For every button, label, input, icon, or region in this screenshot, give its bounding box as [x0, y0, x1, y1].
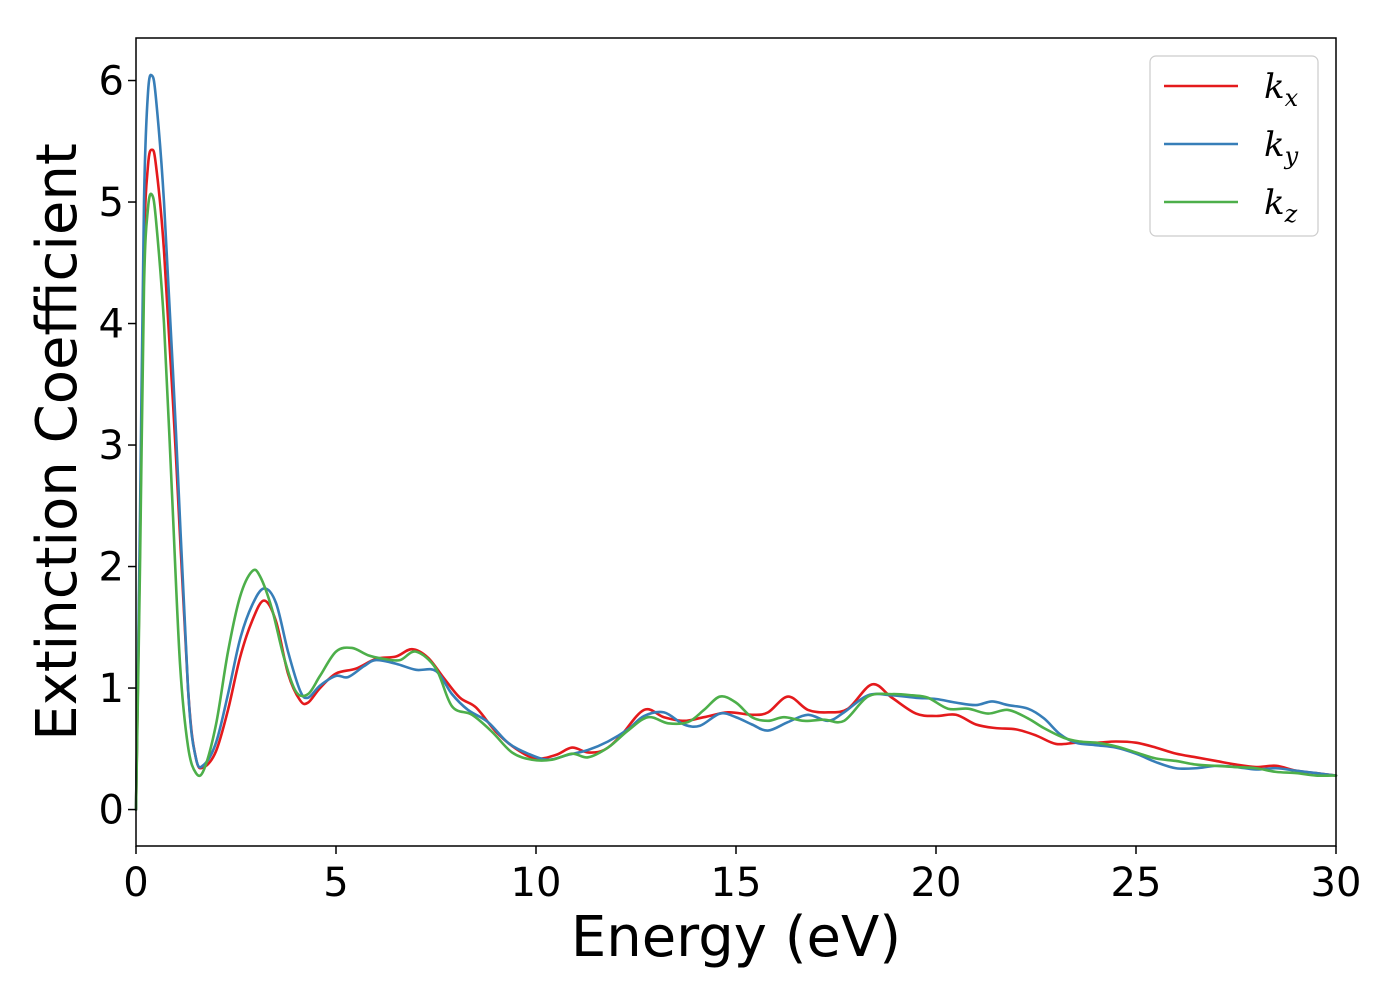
y-axis-title: Extinction Coefficient	[25, 143, 90, 741]
y-tick-label: 3	[99, 423, 124, 469]
y-tick-label: 0	[99, 788, 124, 834]
legend-subscript: y	[1284, 142, 1299, 170]
y-tick-label: 5	[99, 180, 124, 226]
series-line-kz	[134, 192, 1338, 811]
y-tick-label: 4	[99, 302, 124, 348]
y-tick-label: 6	[99, 59, 124, 105]
series-lines	[134, 73, 1338, 811]
x-tick-label: 30	[1311, 860, 1362, 906]
x-tick-label: 0	[123, 860, 148, 906]
legend-box	[1149, 55, 1319, 237]
y-tick-label: 1	[99, 666, 124, 712]
x-tick-label: 20	[911, 860, 962, 906]
legend-subscript: x	[1285, 84, 1299, 112]
legend-subscript: z	[1284, 200, 1298, 228]
x-tick-label: 15	[711, 860, 762, 906]
x-tick-label: 10	[511, 860, 562, 906]
x-axis-title: Energy (eV)	[571, 905, 901, 970]
y-tick-label: 2	[99, 545, 124, 591]
y-axis-ticks: 0 1 2 3 4 5 6	[99, 59, 136, 834]
x-axis-ticks: 0 5 10 15 20 25 30	[123, 846, 1361, 906]
x-tick-label: 5	[323, 860, 348, 906]
x-tick-label: 25	[1111, 860, 1162, 906]
series-line-ky	[134, 73, 1338, 811]
